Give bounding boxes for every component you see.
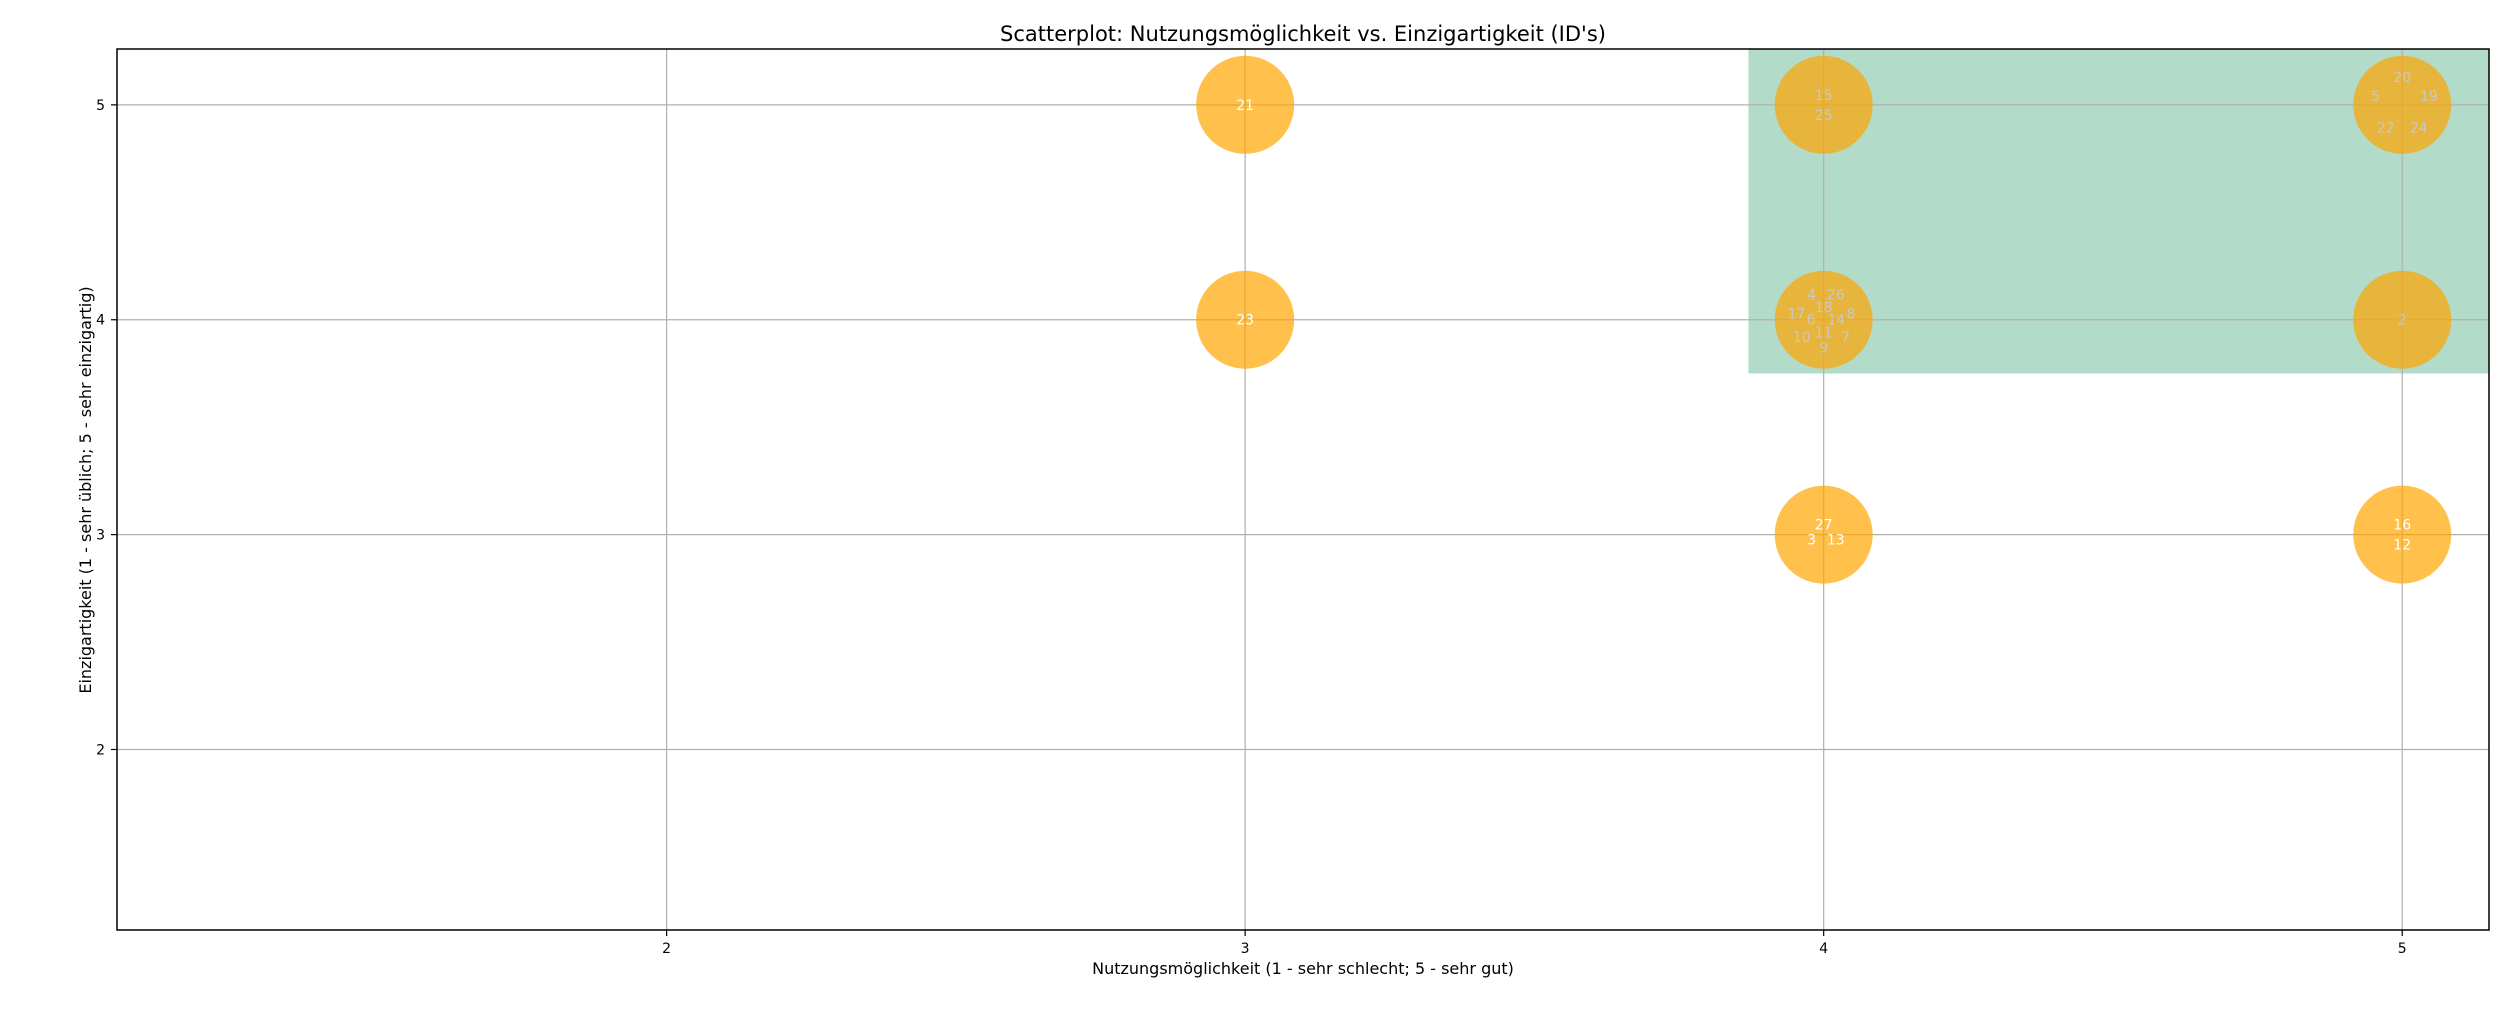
point-id-label: 5 bbox=[2371, 89, 2380, 105]
point-id-label: 23 bbox=[1236, 313, 1254, 329]
point-id-label: 14 bbox=[1827, 313, 1845, 329]
point-id-label: 8 bbox=[1847, 307, 1856, 323]
scatter-point bbox=[2353, 270, 2452, 369]
point-id-label: 6 bbox=[1807, 313, 1816, 329]
scatter-point bbox=[1774, 55, 1873, 154]
point-id-label: 19 bbox=[2420, 89, 2438, 105]
point-id-label: 9 bbox=[1819, 341, 1828, 357]
grid-lines bbox=[117, 49, 2489, 930]
point-id-label: 4 bbox=[1807, 288, 1816, 304]
x-tick-label: 3 bbox=[1241, 941, 1250, 957]
x-tick-label: 4 bbox=[1819, 941, 1828, 957]
point-id-label: 18 bbox=[1815, 300, 1833, 316]
point-id-label: 3 bbox=[1807, 533, 1816, 549]
plot-frame bbox=[116, 48, 2490, 931]
y-axis-label: Einzigartigkeit (1 - sehr üblich; 5 - se… bbox=[76, 286, 95, 693]
point-id-label: 12 bbox=[2393, 538, 2411, 554]
point-id-label: 20 bbox=[2393, 70, 2411, 86]
y-tick-label: 5 bbox=[96, 98, 105, 114]
scatter-point bbox=[1196, 55, 1295, 154]
point-id-label: 24 bbox=[2410, 121, 2428, 137]
chart-title: Scatterplot: Nutzungsmöglichkeit vs. Ein… bbox=[1000, 22, 1606, 46]
x-tick-label: 2 bbox=[662, 941, 671, 957]
point-id-label: 10 bbox=[1793, 330, 1811, 346]
scatter-point bbox=[2353, 485, 2452, 584]
point-id-label: 25 bbox=[1815, 108, 1833, 124]
point-id-label: 11 bbox=[1815, 325, 1833, 341]
markers bbox=[1196, 55, 2452, 584]
point-id-label: 17 bbox=[1787, 307, 1805, 323]
scatter-point bbox=[1196, 270, 1295, 369]
scatter-point bbox=[2353, 55, 2452, 154]
point-id-label: 13 bbox=[1827, 533, 1845, 549]
point-id-label: 2 bbox=[2398, 313, 2407, 329]
point-id-label: 26 bbox=[1827, 288, 1845, 304]
x-tick-label: 5 bbox=[2398, 941, 2407, 957]
point-id-label: 22 bbox=[2377, 121, 2395, 137]
scatter-point bbox=[1774, 270, 1873, 369]
point-id-label: 7 bbox=[1841, 330, 1850, 346]
point-id-label: 16 bbox=[2393, 518, 2411, 534]
point-id-label: 15 bbox=[1815, 88, 1833, 104]
scatter-point bbox=[1774, 485, 1873, 584]
y-tick-label: 3 bbox=[96, 528, 105, 544]
point-id-label: 27 bbox=[1815, 518, 1833, 534]
y-tick-label: 2 bbox=[96, 743, 105, 759]
y-tick-label: 4 bbox=[96, 313, 105, 329]
x-axis-label: Nutzungsmöglichkeit (1 - sehr schlecht; … bbox=[1092, 959, 1514, 978]
point-id-label: 21 bbox=[1236, 98, 1254, 114]
